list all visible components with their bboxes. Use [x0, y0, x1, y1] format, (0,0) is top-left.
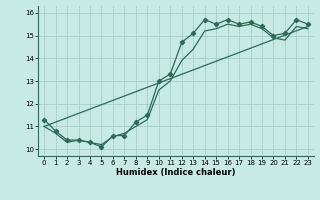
- X-axis label: Humidex (Indice chaleur): Humidex (Indice chaleur): [116, 168, 236, 177]
